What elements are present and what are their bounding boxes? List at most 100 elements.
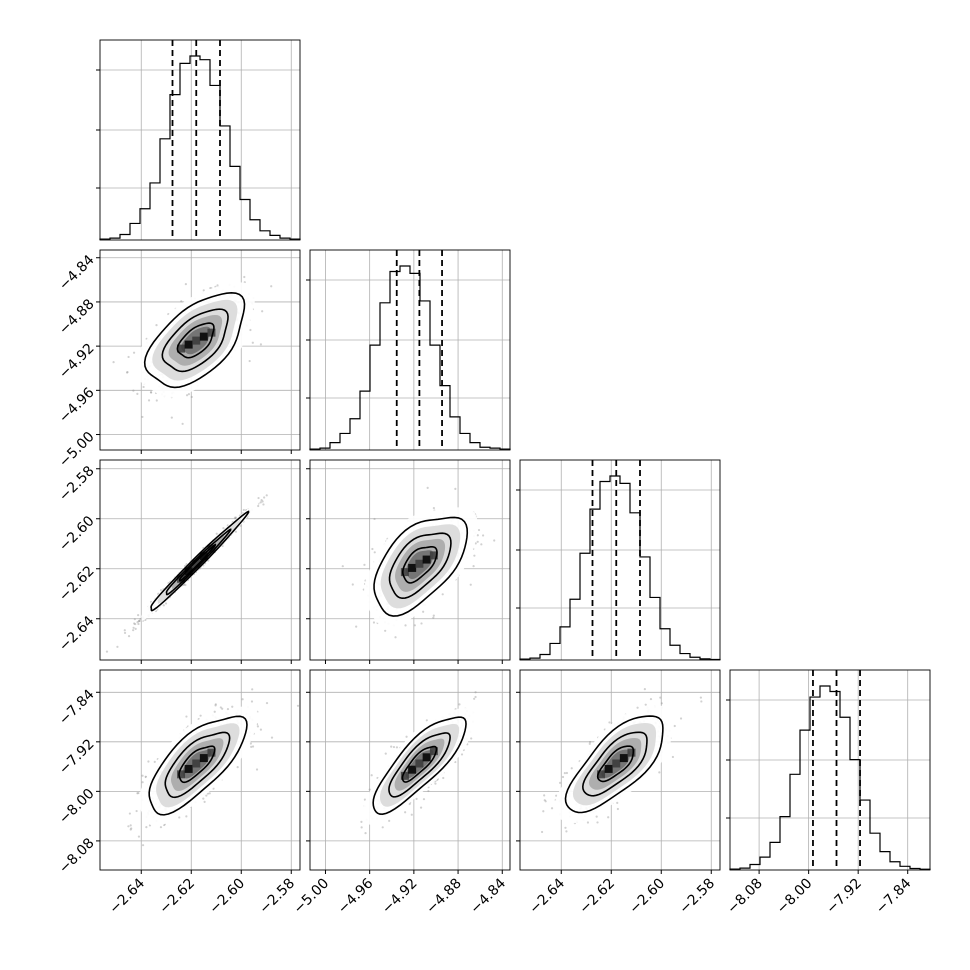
scatter-point	[460, 753, 464, 756]
density-core-cell	[199, 552, 208, 561]
scatter-point	[248, 359, 251, 363]
scatter-point	[404, 624, 407, 627]
scatter-point	[261, 500, 264, 503]
scatter-point	[270, 736, 274, 739]
scatter-point	[384, 629, 387, 632]
scatter-point	[265, 701, 269, 705]
density-core-cell	[177, 770, 186, 779]
scatter-point	[263, 496, 266, 499]
scatter-point	[190, 395, 193, 399]
scatter-point	[222, 527, 225, 530]
panel-content	[341, 486, 496, 639]
scatter-point	[432, 616, 435, 619]
density-core-cell	[184, 340, 193, 349]
scatter-point	[185, 815, 188, 818]
scatter-point	[145, 825, 148, 829]
scatter-point	[480, 543, 483, 546]
scatter-point	[477, 528, 481, 532]
panel-frame	[99, 459, 301, 661]
panel-frame	[99, 669, 301, 871]
panel-content	[127, 688, 300, 847]
scatter-point	[221, 707, 224, 710]
scatter-point	[164, 602, 168, 605]
scatter-point	[260, 499, 263, 502]
contour-line	[388, 732, 451, 798]
scatter-point	[133, 618, 136, 621]
scatter-point	[203, 800, 206, 803]
histogram-panel	[96, 39, 301, 241]
scatter-point	[470, 737, 473, 740]
scatter-point	[155, 399, 158, 402]
scatter-point	[419, 806, 423, 809]
scatter-point	[679, 717, 683, 720]
panel-frame	[309, 459, 511, 661]
scatter-point	[427, 789, 430, 793]
scatter-point	[132, 626, 135, 629]
scatter-point	[249, 328, 252, 332]
scatter-point	[136, 392, 139, 395]
scatter-point	[392, 745, 396, 749]
scatter-point	[181, 422, 184, 425]
scatter-panel	[306, 669, 511, 874]
scatter-point	[242, 508, 245, 512]
scatter-point	[426, 486, 429, 489]
scatter-point	[205, 794, 208, 797]
scatter-point	[432, 506, 435, 510]
scatter-panel	[306, 459, 511, 664]
density-core-cell	[184, 764, 193, 773]
contour-line	[161, 308, 229, 373]
scatter-point	[137, 620, 140, 623]
scatter-point	[219, 706, 222, 709]
contour-line	[150, 510, 250, 612]
scatter-point	[565, 830, 568, 833]
panel-content	[540, 688, 703, 834]
scatter-point	[251, 688, 254, 691]
contour-line	[143, 291, 246, 389]
scatter-point	[241, 698, 244, 701]
scatter-point	[243, 275, 246, 279]
scatter-point	[202, 289, 205, 292]
scatter-point	[137, 614, 140, 617]
scatter-point	[138, 619, 141, 622]
density-core-cell	[207, 328, 216, 337]
density-core-cell	[422, 753, 431, 762]
contour-line	[164, 731, 231, 799]
scatter-point	[199, 714, 202, 717]
scatter-point	[474, 691, 477, 694]
panel-frame	[729, 669, 931, 871]
scatter-point	[384, 752, 387, 755]
scatter-point	[213, 710, 216, 713]
scatter-point	[215, 532, 218, 535]
scatter-point	[153, 760, 156, 763]
contour-line	[165, 528, 232, 596]
scatter-point	[473, 697, 476, 700]
scatter-point	[296, 704, 300, 707]
scatter-point	[355, 625, 358, 628]
scatter-point	[162, 604, 165, 607]
scatter-point	[144, 775, 147, 778]
scatter-point	[216, 284, 219, 287]
density-core-cell	[429, 747, 438, 756]
scatter-point	[141, 844, 145, 847]
density-core-cell	[408, 563, 417, 572]
scatter-point	[159, 589, 163, 592]
scatter-point	[251, 745, 255, 748]
contour-line	[401, 745, 438, 783]
scatter-point	[123, 631, 127, 635]
histogram-step-line	[99, 55, 301, 240]
scatter-point	[364, 832, 367, 835]
density-core-cell	[422, 555, 431, 564]
scatter-panel	[96, 669, 301, 874]
scatter-point	[543, 799, 546, 802]
scatter-point	[596, 821, 599, 824]
scatter-point	[150, 391, 153, 394]
scatter-point	[259, 343, 263, 346]
scatter-panel	[96, 459, 301, 664]
scatter-point	[249, 742, 252, 745]
scatter-point	[616, 801, 619, 804]
contour-line	[176, 322, 215, 359]
scatter-point	[141, 415, 144, 419]
scatter-point	[434, 782, 437, 785]
scatter-point	[123, 629, 126, 632]
scatter-point	[550, 807, 554, 810]
